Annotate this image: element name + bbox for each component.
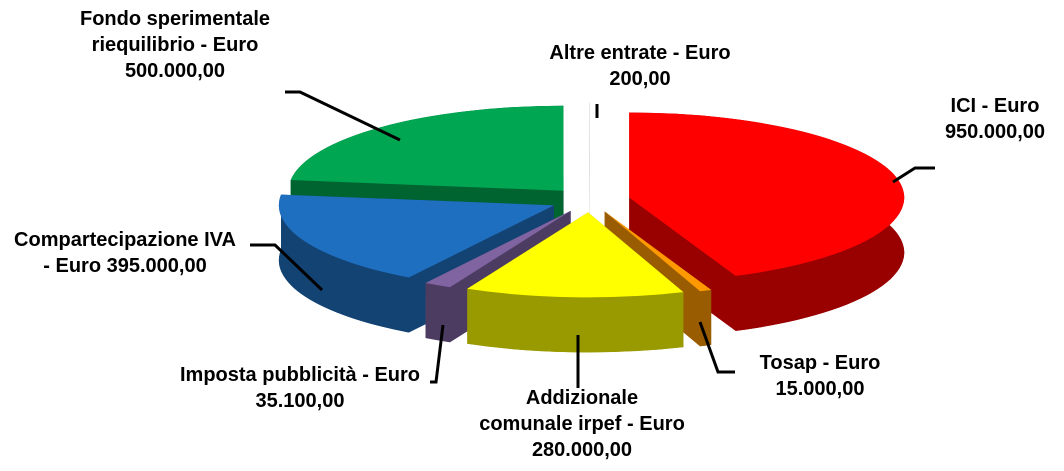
leader-line [892, 166, 935, 184]
slice-side [467, 288, 684, 353]
data-label: Compartecipazione IVA - Euro 395.000,00 [14, 229, 236, 277]
slice [629, 112, 905, 276]
slice-side [425, 283, 450, 343]
slice [467, 212, 684, 298]
slice-side [278, 194, 409, 333]
data-label: Tosap - Euro 15.000,00 [759, 352, 881, 400]
slice [425, 210, 571, 288]
leader-line [285, 90, 401, 142]
slice [278, 194, 554, 278]
leader-line [250, 243, 324, 292]
data-label: Fondo sperimentale riequilibrio - Euro 5… [79, 8, 271, 82]
data-label: Altre entrate - Euro 200,00 [549, 42, 731, 90]
slice [604, 211, 712, 292]
data-label: Imposta pubblicità - Euro 35.100,00 [179, 364, 420, 412]
leader-line [430, 324, 445, 384]
data-label: ICI - Euro 950.000,00 [944, 95, 1046, 143]
data-label: Addizionale comunale irpef - Euro 280.00… [479, 387, 685, 461]
leader-line [698, 321, 735, 374]
slice [290, 105, 564, 191]
